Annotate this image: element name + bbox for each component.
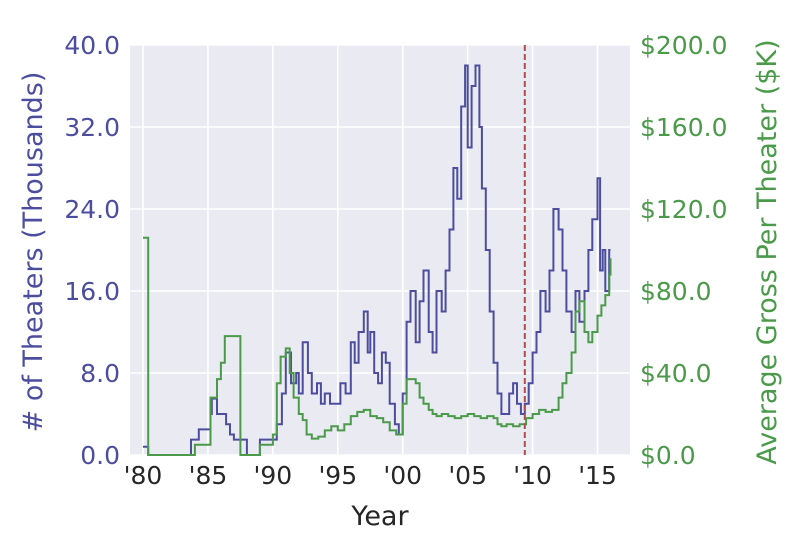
x-tick-label: '80 (124, 461, 163, 490)
y-right-tick-label: $160.0 (640, 113, 727, 142)
y-right-tick-label: $40.0 (640, 359, 712, 388)
plot-area (130, 45, 630, 455)
x-tick-label: '10 (513, 461, 552, 490)
gross-series-line (143, 236, 612, 456)
x-tick-label: '90 (254, 461, 293, 490)
y-left-tick-label: 32.0 (64, 113, 120, 142)
theaters-series-line (143, 64, 611, 456)
x-tick-label: '15 (578, 461, 617, 490)
y-axis-left-label: # of Theaters (Thousands) (18, 72, 49, 433)
y-axis-right-label: Average Gross Per Theater ($K) (752, 39, 783, 464)
y-left-tick-label: 0.0 (80, 441, 120, 470)
y-left-tick-label: 40.0 (64, 31, 120, 60)
y-left-tick-label: 16.0 (64, 277, 120, 306)
y-left-tick-label: 24.0 (64, 195, 120, 224)
y-right-tick-label: $80.0 (640, 277, 712, 306)
x-tick-label: '85 (189, 461, 228, 490)
x-tick-label: '05 (448, 461, 487, 490)
x-tick-label: '95 (318, 461, 357, 490)
y-right-tick-label: $120.0 (640, 195, 727, 224)
x-tick-label: '00 (383, 461, 422, 490)
y-right-tick-label: $200.0 (640, 31, 727, 60)
x-axis-label: Year (350, 501, 409, 532)
y-right-tick-label: $0.0 (640, 441, 696, 470)
y-left-tick-label: 8.0 (80, 359, 120, 388)
